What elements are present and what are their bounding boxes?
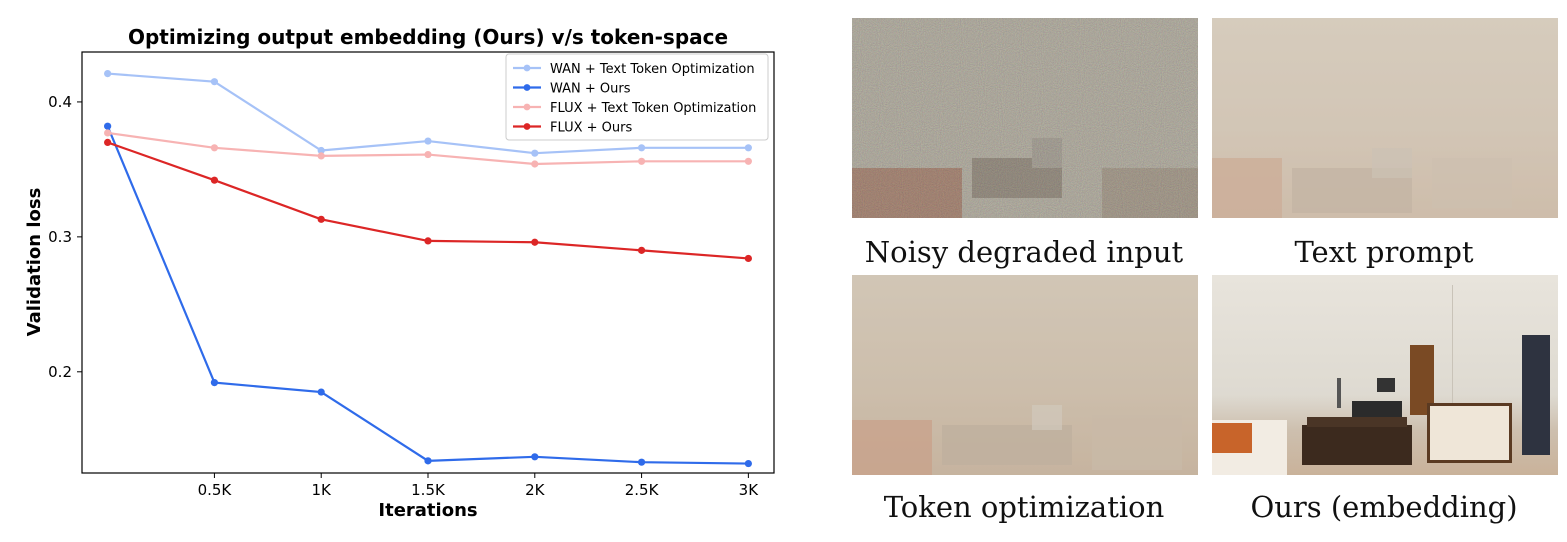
y-axis-title: Validation loss [24, 188, 45, 337]
legend-marker [523, 84, 531, 91]
data-point [424, 150, 432, 159]
data-point [744, 254, 752, 263]
data-point [744, 144, 752, 152]
data-point [210, 176, 219, 184]
data-point [744, 157, 752, 165]
ours-embedding-image [1212, 275, 1558, 475]
x-tick-label: 2.5K [625, 481, 660, 499]
data-point [637, 157, 646, 165]
data-point [531, 453, 539, 461]
x-tick-label: 0.5K [198, 481, 233, 499]
legend-label: FLUX + Ours [550, 121, 632, 136]
legend-marker [523, 123, 531, 130]
data-point [424, 457, 432, 465]
text-prompt-image [1212, 18, 1558, 218]
x-tick-label: 2K [525, 481, 546, 499]
x-tick-label: 1.5K [411, 481, 446, 499]
data-point [637, 458, 646, 466]
y-tick-label: 0.2 [48, 363, 72, 381]
caption-noisy-input: Noisy degraded input [864, 235, 1184, 269]
legend-label: WAN + Text Token Optimization [550, 62, 755, 77]
data-point [104, 138, 112, 147]
data-point [531, 149, 539, 157]
noisy-input-image [852, 18, 1198, 218]
legend-label: FLUX + Text Token Optimization [550, 101, 756, 116]
chart-title: Optimizing output embedding (Ours) v/s t… [128, 25, 728, 49]
series-group [104, 69, 752, 468]
data-point [317, 146, 325, 155]
legend-marker [523, 64, 531, 72]
data-point [744, 459, 752, 468]
data-point [104, 69, 112, 78]
chart: Optimizing output embedding (Ours) v/s t… [24, 25, 775, 521]
data-point [317, 152, 325, 160]
data-point [104, 129, 112, 137]
x-axis: 0.5K 1K 1.5K 2K 2.5K 3K [198, 473, 760, 499]
data-point [531, 238, 539, 246]
data-point [317, 215, 325, 223]
legend-marker [523, 103, 531, 111]
caption-text-prompt: Text prompt [1294, 235, 1474, 269]
legend: WAN + Text Token Optimization WAN + Ours F… [505, 53, 769, 141]
data-point [210, 144, 219, 152]
y-axis: 0.2 0.3 0.4 [48, 93, 82, 381]
x-tick-label: 3K [739, 481, 760, 499]
data-point [104, 122, 112, 130]
data-point [210, 78, 219, 86]
caption-ours-embedding: Ours (embedding) [1250, 490, 1518, 524]
x-tick-label: 1K [312, 481, 333, 499]
data-point [210, 378, 219, 387]
y-tick-label: 0.3 [48, 228, 72, 246]
data-point [637, 144, 646, 152]
data-point [531, 160, 539, 168]
token-optimization-image [852, 275, 1198, 475]
legend-label: WAN + Ours [550, 82, 631, 97]
legend-box [505, 53, 769, 141]
data-point [637, 246, 646, 254]
data-point [317, 388, 325, 396]
data-point [424, 237, 432, 245]
y-tick-label: 0.4 [48, 93, 72, 111]
data-point [424, 137, 432, 145]
caption-token-optimization: Token optimization [883, 490, 1165, 524]
x-axis-title: Iterations [378, 500, 477, 521]
